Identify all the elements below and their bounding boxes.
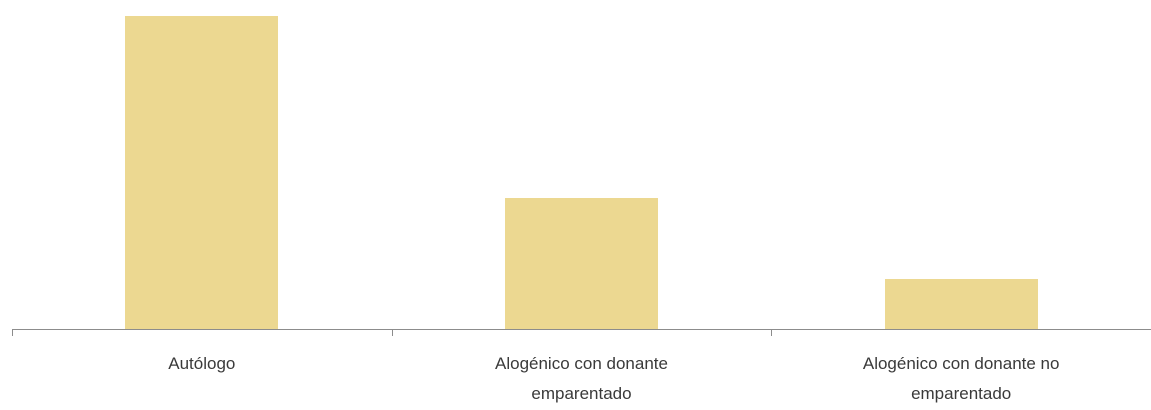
x-tick-label-line: Alogénico con donante: [495, 354, 668, 373]
x-tick-label: Autólogo: [168, 354, 235, 373]
x-axis: [12, 329, 1151, 336]
x-tick-label: Alogénico con donante no emparentado: [863, 354, 1060, 403]
x-tick-label: Alogénico con donante emparentado: [495, 354, 668, 403]
bar-1: [125, 16, 278, 329]
x-axis-labels: Autólogo Alogénico con donante emparentado…: [168, 354, 1059, 403]
x-axis-ticks: [12, 329, 772, 336]
x-tick-label-line: emparentado: [911, 384, 1011, 403]
bars-group: [125, 16, 1038, 329]
x-tick-label-line: Autólogo: [168, 354, 235, 373]
x-tick-label-line: Alogénico con donante no: [863, 354, 1060, 373]
bar-3: [885, 279, 1038, 329]
x-tick-label-line: emparentado: [531, 384, 631, 403]
bar-2: [505, 198, 658, 329]
